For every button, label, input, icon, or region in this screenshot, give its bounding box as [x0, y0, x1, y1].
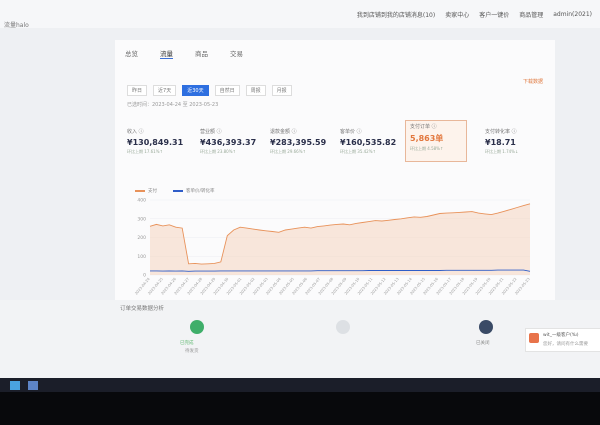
- range-tab-30d[interactable]: 近30天: [182, 85, 209, 96]
- kpi-card[interactable]: 客单价 ⓘ ¥160,535.82 环比上期 35.42%↑: [340, 128, 402, 160]
- tab-trade[interactable]: 交易: [230, 50, 243, 58]
- chart-legend: 支付 客单价/转化率: [135, 188, 215, 194]
- screen: 流量halo 我到店铺到我的店铺消息(10) 卖家中心 客户一键价 商品管理 a…: [0, 0, 600, 378]
- range-tabs: 昨日 近7天 近30天 自然日 周报 月报: [127, 85, 292, 96]
- kpi-value: ¥436,393.37: [200, 138, 257, 147]
- y-tick-label: 200: [137, 235, 146, 241]
- trend-chart: 01002003004002023-04-242023-04-252023-04…: [134, 198, 531, 296]
- range-tab-natural-day[interactable]: 自然日: [214, 85, 240, 96]
- chat-toast[interactable]: wit_一级客户(Yu) 您好，请问有什么需要: [525, 328, 600, 352]
- kpi-value: 5,863单: [410, 134, 444, 143]
- completed-label: 已完成: [180, 341, 194, 346]
- y-tick-label: 100: [137, 254, 146, 260]
- kpi-card[interactable]: 支付转化率 ⓘ ¥18.71 环比上期 1.74%↓: [485, 128, 547, 160]
- series-line-1: [150, 269, 531, 272]
- top-link-price[interactable]: 客户一键价: [479, 12, 510, 19]
- tab-overview[interactable]: 总览: [125, 50, 138, 58]
- kpi-card[interactable]: 营业额 ⓘ ¥436,393.37 环比上期 23.80%↑: [200, 128, 262, 160]
- range-tab-yesterday[interactable]: 昨日: [127, 85, 148, 96]
- y-tick-label: 400: [137, 198, 146, 204]
- main-tabs: 总览 流量 商品 交易: [125, 48, 243, 59]
- kpi-value: ¥283,395.59: [270, 138, 327, 147]
- legend-label: 客单价/转化率: [186, 189, 215, 194]
- date-range: 已选时间：2023-04-24 至 2023-05-23: [127, 102, 219, 108]
- kpi-sub: 环比上期 29.66%↑: [270, 149, 306, 154]
- tab-traffic[interactable]: 流量: [160, 50, 173, 59]
- top-link-seller-center[interactable]: 卖家中心: [445, 12, 470, 19]
- kpi-sub: 环比上期 4.58%↑: [410, 146, 444, 151]
- kpi-sub: 环比上期 23.80%↑: [200, 149, 236, 154]
- kpi-sub: 环比上期 35.42%↑: [340, 149, 376, 154]
- legend-label: 支付: [148, 189, 157, 194]
- completed-icon[interactable]: [190, 320, 204, 334]
- kpi-value: ¥18.71: [485, 138, 516, 147]
- range-tab-7d[interactable]: 近7天: [153, 85, 177, 96]
- top-bar: 流量halo 我到店铺到我的店铺消息(10) 卖家中心 客户一键价 商品管理 a…: [0, 0, 600, 29]
- download-link[interactable]: 下载数据: [522, 79, 543, 85]
- kpi-card[interactable]: 退款金额 ⓘ ¥283,395.59 环比上期 29.66%↑: [270, 128, 332, 160]
- kpi-value: ¥160,535.82: [340, 138, 397, 147]
- legend-swatch-icon: [173, 189, 183, 192]
- kpi-sub: 环比上期 1.74%↓: [485, 149, 519, 154]
- y-tick-label: 300: [137, 216, 146, 222]
- kpi-value: ¥130,849.31: [127, 138, 184, 147]
- kpi-card[interactable]: 收入 ⓘ ¥130,849.31 环比上期 17.61%↑: [127, 128, 189, 160]
- section-title: 订单交易数据分析: [120, 306, 165, 312]
- legend-item[interactable]: 客单价/转化率: [173, 188, 215, 194]
- legend-item[interactable]: 支付: [135, 188, 157, 194]
- monitor-bezel: [0, 392, 600, 425]
- chat-sub: 您好，请问有什么需要: [543, 342, 588, 347]
- dashboard-panel: 总览 流量 商品 交易 昨日 近7天 近30天 自然日 周报 月报 已选时间：2…: [115, 40, 555, 325]
- range-tab-month[interactable]: 月报: [271, 85, 292, 96]
- kpi-label: 退款金额 ⓘ: [270, 129, 297, 135]
- completed-sub: 待发货: [185, 349, 199, 354]
- start-icon[interactable]: [10, 381, 20, 390]
- chat-title: wit_一级客户(Yu): [543, 333, 579, 338]
- tab-goods[interactable]: 商品: [195, 50, 208, 58]
- kpi-label: 客单价 ⓘ: [340, 129, 362, 135]
- kpi-label: 收入 ⓘ: [127, 129, 144, 135]
- kpi-card-highlighted[interactable]: 支付订单 ⓘ 5,863单 环比上期 4.58%↑: [405, 120, 467, 162]
- pending-icon[interactable]: [336, 320, 350, 334]
- top-link-goods[interactable]: 商品管理: [519, 12, 544, 19]
- top-left-label: 流量halo: [4, 22, 29, 29]
- top-link-messages[interactable]: 我到店铺到我的店铺消息(10): [356, 12, 436, 19]
- closed-label: 已关闭: [476, 341, 490, 346]
- closed-icon[interactable]: [479, 320, 493, 334]
- order-analysis-section: 订单交易数据分析 已完成 待发货 已关闭: [0, 300, 600, 378]
- legend-swatch-icon: [135, 189, 145, 192]
- range-tab-week[interactable]: 周报: [245, 85, 266, 96]
- taskbar: [0, 378, 600, 392]
- y-tick-label: 0: [143, 273, 146, 279]
- kpi-label: 支付订单 ⓘ: [410, 124, 437, 130]
- series-area-0: [150, 203, 530, 275]
- top-link-account[interactable]: admin(2021): [553, 11, 592, 18]
- top-right-menu: 我到店铺到我的店铺消息(10) 卖家中心 客户一键价 商品管理 admin(20…: [357, 10, 592, 19]
- kpi-label: 营业额 ⓘ: [200, 129, 222, 135]
- kpi-label: 支付转化率 ⓘ: [485, 129, 517, 135]
- explorer-icon[interactable]: [28, 381, 38, 390]
- chat-avatar-icon: [529, 333, 539, 343]
- series-line-0: [149, 203, 531, 265]
- kpi-sub: 环比上期 17.61%↑: [127, 149, 163, 154]
